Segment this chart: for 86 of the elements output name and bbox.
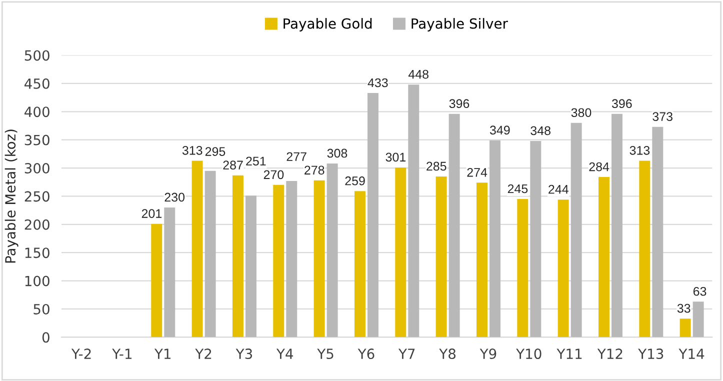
bar <box>598 177 610 338</box>
bar <box>476 182 488 338</box>
x-tick-label: Y2 <box>195 348 212 359</box>
data-label: 245 <box>508 184 528 194</box>
bar <box>570 122 582 338</box>
data-label: 270 <box>264 170 284 180</box>
x-tick-label: Y-1 <box>112 348 132 359</box>
y-tick-label: 450 <box>24 78 50 89</box>
data-label: 313 <box>182 146 202 155</box>
data-label: 349 <box>490 126 510 135</box>
bar <box>408 84 420 338</box>
data-label: 308 <box>327 148 348 158</box>
y-tick-label: 300 <box>24 162 50 174</box>
x-tick-label: Y-2 <box>71 348 91 359</box>
x-tick-label: Y12 <box>597 348 622 359</box>
x-tick-label: Y7 <box>398 348 415 359</box>
bar <box>652 126 664 338</box>
data-label: 285 <box>426 162 446 171</box>
bar <box>517 199 528 338</box>
data-label: 63 <box>693 286 706 296</box>
y-axis-title: Payable Metal (koz) <box>4 130 18 263</box>
bar <box>204 170 216 338</box>
x-tick-label: Y6 <box>358 348 374 360</box>
data-label: 287 <box>223 160 243 170</box>
y-tick-label: 400 <box>24 106 50 118</box>
y-tick-label: 500 <box>24 50 50 61</box>
y-tick-label: 150 <box>25 248 50 258</box>
y-tick-label: 0 <box>42 332 50 343</box>
x-tick-label: Y1 <box>154 348 171 359</box>
data-label: 295 <box>205 147 226 156</box>
bar <box>395 167 406 338</box>
bar <box>489 140 500 338</box>
bar <box>326 164 338 338</box>
bar <box>680 318 691 338</box>
bar <box>192 160 203 338</box>
y-tick-label: 350 <box>24 134 50 146</box>
bar <box>151 224 162 338</box>
data-label: 373 <box>652 112 672 122</box>
y-tick-label: 50 <box>34 304 50 314</box>
x-tick-label: Y9 <box>480 348 496 360</box>
bar <box>367 93 378 338</box>
bar <box>273 184 284 338</box>
x-tick-label: Y14 <box>678 348 704 359</box>
x-tick-label: Y4 <box>276 348 294 359</box>
data-label: 277 <box>286 152 306 161</box>
data-label: 274 <box>467 168 488 177</box>
data-label: 244 <box>548 184 568 194</box>
data-label: 448 <box>408 70 428 79</box>
x-tick-label: Y8 <box>439 348 456 360</box>
data-label: 396 <box>612 99 632 108</box>
bar <box>314 180 325 338</box>
x-tick-label: Y13 <box>638 348 664 360</box>
data-label: 313 <box>630 146 650 155</box>
y-tick-label: 100 <box>25 276 50 286</box>
data-label: 396 <box>449 99 470 108</box>
x-tick-label: Y3 <box>236 348 252 360</box>
bar <box>436 176 447 338</box>
data-label: 433 <box>368 78 388 88</box>
bar <box>448 114 460 338</box>
bar <box>639 160 650 338</box>
bar <box>692 302 704 338</box>
y-tick-label: 250 <box>24 191 50 202</box>
legend-label: Payable Gold <box>284 18 372 32</box>
x-tick-label: Y11 <box>556 348 582 359</box>
legend-label: Payable Silver <box>412 18 508 32</box>
data-label: 201 <box>142 209 162 218</box>
data-label: 278 <box>304 166 324 175</box>
data-label: 33 <box>677 304 690 313</box>
data-label: 380 <box>571 108 592 118</box>
x-tick-label: Y5 <box>317 348 334 360</box>
bar <box>286 180 298 338</box>
data-label: 301 <box>386 152 406 162</box>
data-label: 284 <box>589 162 610 172</box>
bar <box>612 114 622 338</box>
bar <box>354 191 366 338</box>
data-label: 259 <box>345 176 365 186</box>
data-label: 348 <box>530 126 550 136</box>
bar <box>164 207 176 338</box>
y-tick-label: 200 <box>24 219 50 230</box>
bar <box>245 196 256 338</box>
bar <box>530 140 542 338</box>
data-label: 230 <box>164 192 185 202</box>
data-label: 251 <box>246 156 266 166</box>
bar <box>232 175 244 338</box>
x-tick-label: Y10 <box>516 348 542 360</box>
bar <box>558 200 569 338</box>
